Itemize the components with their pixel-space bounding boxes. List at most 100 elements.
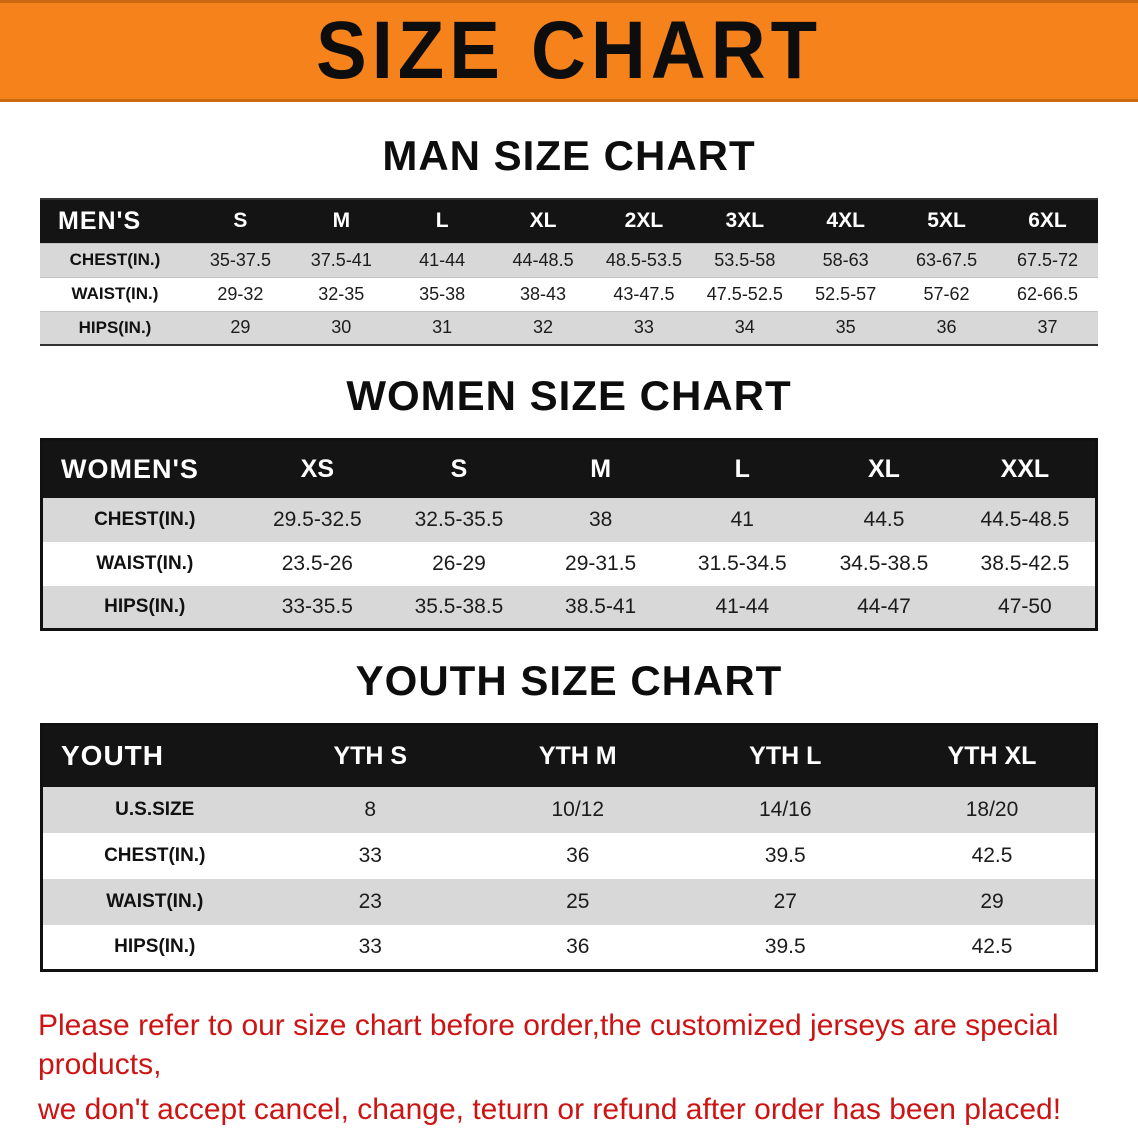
table-cell: 36: [566, 934, 590, 958]
table-cell: 39.5: [764, 843, 806, 867]
table-cell: 53.5-58: [714, 249, 776, 270]
table-row: WAIST(IN.) 23.5-26 26-29 29-31.5 31.5-34.5 34…: [41, 541, 1097, 586]
table-cell: 29: [230, 317, 251, 338]
women-size-table: WOMEN'S XS S M L XL XXL CHEST(IN.) 29.5-32.5 32.5…: [40, 438, 1098, 631]
table-row: WAIST(IN.) 23 25 27 29: [41, 878, 1097, 925]
table-cell: 29-32: [217, 283, 264, 304]
table-cell: 35-37.5: [209, 249, 271, 270]
column-header: L: [734, 454, 750, 483]
column-header: YTH M: [538, 741, 617, 770]
table-cell: 36: [936, 317, 957, 338]
youth-section: YOUTH SIZE CHART YOUTH YTH S YTH M YTH L YTH…: [0, 657, 1138, 972]
table-header-row: WOMEN'S XS S M L XL XXL: [41, 439, 1097, 498]
table-cell: 33: [358, 934, 382, 958]
table-cell: 34.5-38.5: [839, 551, 929, 575]
table-cell: 37.5-41: [310, 249, 372, 270]
table-cell: 33: [633, 317, 654, 338]
table-cell: 35: [835, 317, 856, 338]
table-cell: 67.5-72: [1016, 249, 1079, 270]
row-label: CHEST(IN.): [104, 844, 206, 866]
column-header: M: [590, 454, 612, 483]
table-cell: 27: [773, 889, 797, 913]
table-cell: 47.5-52.5: [706, 283, 783, 304]
column-header: YTH L: [749, 741, 822, 770]
table-cell: 14/16: [758, 797, 812, 821]
table-title-cell: MEN'S: [58, 206, 142, 235]
table-cell: 18/20: [965, 797, 1019, 821]
table-cell: 44-48.5: [512, 249, 574, 270]
table-cell: 44.5-48.5: [980, 507, 1070, 531]
table-cell: 42.5: [971, 934, 1013, 958]
table-header-row: YOUTH YTH S YTH M YTH L YTH XL: [41, 724, 1097, 787]
banner: SIZE CHART: [0, 0, 1138, 102]
table-row: HIPS(IN.) 33-35.5 35.5-38.5 38.5-41 41-44 44-…: [41, 585, 1097, 630]
table-cell: 35-38: [419, 283, 466, 304]
table-cell: 34: [734, 317, 755, 338]
table-cell: 57-62: [923, 283, 970, 304]
table-row: WAIST(IN.) 29-32 32-35 35-38 38-43 43-47.5 47.…: [40, 277, 1098, 311]
table-cell: 32.5-35.5: [414, 507, 504, 531]
table-cell: 41: [730, 507, 754, 531]
table-cell: 32-35: [318, 283, 365, 304]
row-label: CHEST(IN.): [69, 250, 161, 269]
men-heading: MAN SIZE CHART: [382, 132, 756, 179]
table-cell: 35.5-38.5: [414, 594, 504, 618]
table-row: U.S.SIZE 8 10/12 14/16 18/20: [41, 786, 1097, 833]
table-cell: 31.5-34.5: [697, 551, 787, 575]
row-label: WAIST(IN.): [106, 890, 204, 912]
table-cell: 41-44: [715, 594, 770, 618]
table-cell: 23.5-26: [281, 551, 353, 575]
table-cell: 38: [588, 507, 613, 531]
men-size-table: MEN'S S M L XL 2XL 3XL 4XL 5XL 6XL CHEST(IN.) 35-37…: [40, 198, 1098, 346]
table-cell: 52.5-57: [815, 283, 877, 304]
column-header: S: [233, 209, 248, 233]
row-label: WAIST(IN.): [96, 552, 194, 574]
table-cell: 37: [1037, 317, 1058, 338]
table-cell: 48.5-53.5: [605, 249, 682, 270]
table-cell: 10/12: [551, 797, 605, 821]
table-cell: 47-50: [998, 594, 1052, 618]
table-cell: 30: [331, 317, 352, 338]
column-header: YTH S: [333, 741, 408, 770]
row-label: U.S.SIZE: [115, 798, 195, 820]
column-header: XL: [529, 209, 557, 233]
table-cell: 32: [533, 317, 554, 338]
table-cell: 63-67.5: [916, 249, 978, 270]
column-header: YTH XL: [947, 741, 1037, 770]
table-cell: 29.5-32.5: [272, 507, 362, 531]
note-line-1: Please refer to our size chart before or…: [38, 1009, 1059, 1081]
column-header: 5XL: [927, 209, 966, 233]
table-cell: 29-31.5: [565, 551, 637, 575]
table-cell: 38.5-41: [565, 594, 637, 618]
table-row: CHEST(IN.) 29.5-32.5 32.5-35.5 38 41 44.5 44.5…: [41, 497, 1097, 542]
row-label: WAIST(IN.): [71, 284, 159, 303]
table-cell: 33-35.5: [281, 594, 353, 618]
table-cell: 26-29: [432, 551, 486, 575]
women-heading: WOMEN SIZE CHART: [346, 372, 792, 419]
men-section: MAN SIZE CHART MEN'S S M L XL 2XL 3XL 4XL 5XL 6XL…: [0, 132, 1138, 346]
note-line-2: we don't accept cancel, change, teturn o…: [38, 1093, 1062, 1126]
column-header: 2XL: [624, 209, 664, 233]
table-cell: 31: [432, 317, 453, 338]
table-row: HIPS(IN.) 33 36 39.5 42.5: [41, 924, 1097, 971]
table-cell: 42.5: [971, 843, 1013, 867]
column-header: XXL: [1000, 454, 1050, 483]
column-header: L: [435, 209, 449, 233]
table-cell: 44.5: [863, 507, 905, 531]
table-row: HIPS(IN.) 29 30 31 32 33 34 35 36 37: [40, 311, 1098, 345]
row-label: HIPS(IN.): [114, 935, 196, 957]
youth-heading: YOUTH SIZE CHART: [355, 657, 783, 704]
table-row: CHEST(IN.) 33 36 39.5 42.5: [41, 832, 1097, 879]
row-label: HIPS(IN.): [78, 317, 152, 337]
column-header: S: [450, 454, 468, 483]
table-cell: 38-43: [520, 283, 567, 304]
table-cell: 29: [980, 889, 1004, 913]
column-header: M: [332, 209, 351, 233]
table-title-cell: YOUTH: [61, 740, 164, 772]
row-label: CHEST(IN.): [94, 508, 196, 530]
table-title-cell: WOMEN'S: [61, 453, 199, 484]
table-cell: 41-44: [419, 249, 466, 270]
women-section: WOMEN SIZE CHART WOMEN'S XS S M L XL XXL CHEST(…: [0, 372, 1138, 631]
column-header: XS: [300, 454, 334, 483]
